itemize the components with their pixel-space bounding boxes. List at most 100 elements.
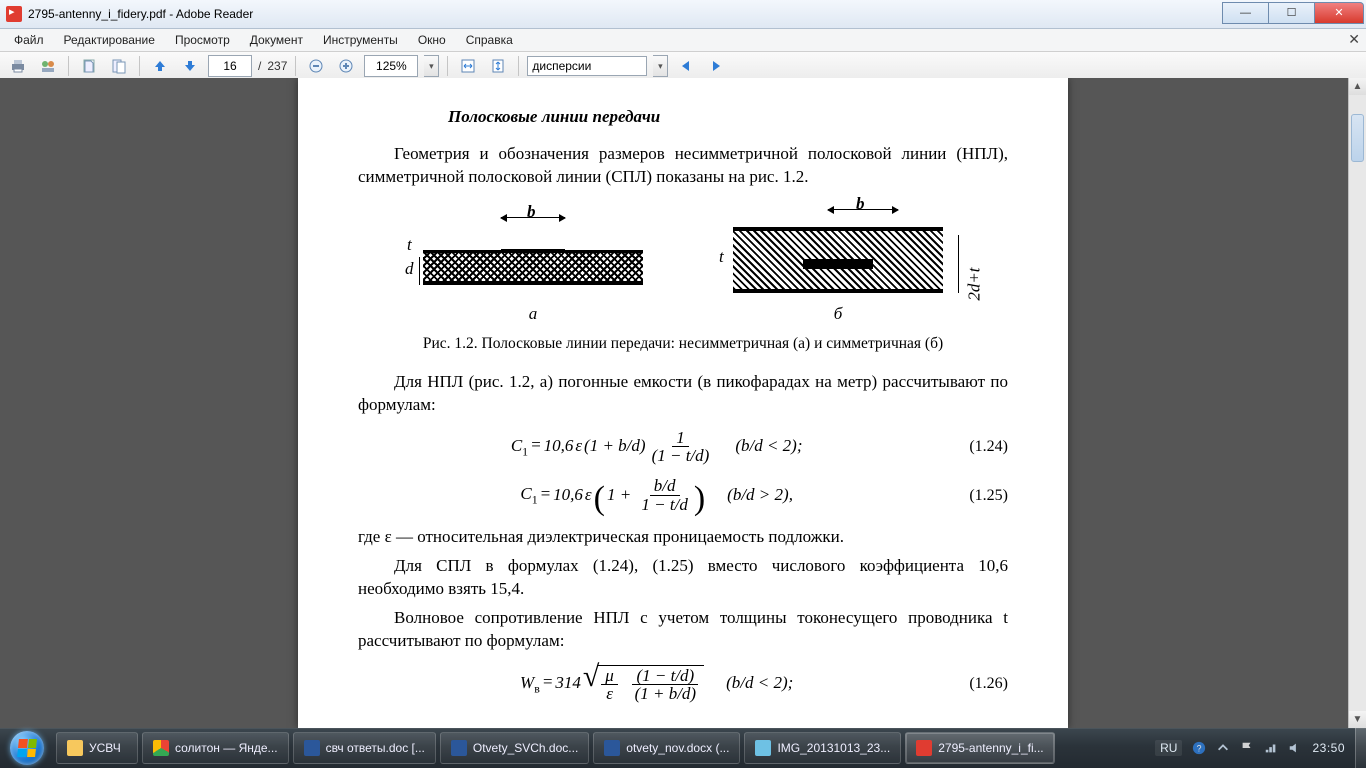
- language-indicator[interactable]: RU: [1155, 740, 1182, 756]
- pdf-icon: [916, 740, 932, 756]
- taskbar-item-folder[interactable]: УСВЧ: [56, 732, 138, 764]
- taskbar-item-label: УСВЧ: [89, 741, 121, 755]
- taskbar-item-browser[interactable]: солитон — Янде...: [142, 732, 289, 764]
- page-number-input[interactable]: [208, 55, 252, 77]
- maximize-icon: ☐: [1287, 6, 1297, 19]
- svg-text:?: ?: [1197, 744, 1202, 754]
- network-icon[interactable]: [1264, 741, 1278, 755]
- find-next-button[interactable]: [704, 54, 728, 78]
- prev-page-icon: [111, 58, 127, 74]
- equation-number: (1.24): [969, 436, 1008, 458]
- separator: [518, 56, 519, 76]
- window-controls: — ☐ ✕: [1222, 2, 1364, 24]
- figure-b: b t 2d+t б: [733, 213, 943, 326]
- close-button[interactable]: ✕: [1315, 2, 1364, 24]
- help-icon[interactable]: ?: [1192, 741, 1206, 755]
- menu-edit[interactable]: Редактирование: [54, 31, 165, 49]
- collab-button[interactable]: [36, 54, 60, 78]
- minimize-icon: —: [1240, 7, 1251, 19]
- maximize-button[interactable]: ☐: [1269, 2, 1315, 24]
- separator: [139, 56, 140, 76]
- figure-a: b t d а: [423, 213, 643, 326]
- tools-icon: [40, 58, 56, 74]
- separator: [68, 56, 69, 76]
- close-icon: ✕: [1334, 6, 1343, 19]
- fit-width-button[interactable]: [456, 54, 480, 78]
- taskbar-item-label: 2795-antenny_i_fi...: [938, 741, 1043, 755]
- menu-window[interactable]: Окно: [408, 31, 456, 49]
- fit-page-button[interactable]: [486, 54, 510, 78]
- separator: [447, 56, 448, 76]
- page-of-label: /: [258, 59, 261, 73]
- menu-help[interactable]: Справка: [456, 31, 523, 49]
- menu-file[interactable]: Файл: [4, 31, 54, 49]
- taskbar: УСВЧ солитон — Янде... свч ответы.doc [.…: [0, 728, 1366, 768]
- word-icon: [604, 740, 620, 756]
- taskbar-item-label: IMG_20131013_23...: [777, 741, 890, 755]
- zoom-in-button[interactable]: [334, 54, 358, 78]
- figure-label-a: а: [529, 303, 538, 326]
- minimize-button[interactable]: —: [1222, 2, 1269, 24]
- start-button[interactable]: [0, 728, 54, 768]
- app-icon: [6, 6, 22, 22]
- taskbar-item-label: солитон — Янде...: [175, 741, 278, 755]
- menu-tools[interactable]: Инструменты: [313, 31, 408, 49]
- dim-t-label: t: [719, 246, 724, 269]
- flag-icon[interactable]: [1240, 741, 1254, 755]
- equation-row: C1 = 10,6ε ( 1 + b/d1 − t/d ) (b/d > 2),…: [358, 477, 1008, 514]
- menu-document[interactable]: Документ: [240, 31, 313, 49]
- taskbar-item-word[interactable]: otvety_nov.docx (...: [593, 732, 740, 764]
- scroll-thumb[interactable]: [1351, 114, 1364, 162]
- close-doc-icon[interactable]: ✕: [1348, 31, 1360, 48]
- paragraph: Волновое сопротивление НПЛ с учетом толщ…: [358, 607, 1008, 653]
- print-icon: [10, 58, 26, 74]
- equation-number: (1.25): [969, 485, 1008, 507]
- page-up-icon: [152, 58, 168, 74]
- menu-view[interactable]: Просмотр: [165, 31, 240, 49]
- menu-bar: Файл Редактирование Просмотр Документ Ин…: [0, 29, 1366, 52]
- figure-label-b: б: [834, 303, 843, 326]
- taskbar-item-word[interactable]: Otvety_SVCh.doc...: [440, 732, 589, 764]
- equation-126: Wв = 314 √ με (1 − t/d)(1 + b/d) (b/d < …: [520, 665, 807, 704]
- vertical-scrollbar[interactable]: ▲ ▼: [1348, 78, 1366, 728]
- taskbar-item-label: Otvety_SVCh.doc...: [473, 741, 578, 755]
- taskbar-item-pdf[interactable]: 2795-antenny_i_fi...: [905, 732, 1054, 764]
- scroll-up-button[interactable]: ▲: [1349, 78, 1366, 95]
- clock[interactable]: 23:50: [1312, 741, 1345, 755]
- start-orb-icon: [10, 731, 44, 765]
- prev-page-button[interactable]: [107, 54, 131, 78]
- find-input[interactable]: [527, 56, 647, 76]
- show-desktop-button[interactable]: [1355, 728, 1366, 768]
- first-page-button[interactable]: [77, 54, 101, 78]
- chevron-up-icon[interactable]: [1216, 741, 1230, 755]
- zoom-out-button[interactable]: [304, 54, 328, 78]
- fit-page-icon: [490, 58, 506, 74]
- paragraph: Геометрия и обозначения размеров несимме…: [358, 143, 1008, 189]
- page-down-button[interactable]: [178, 54, 202, 78]
- window-title: 2795-antenny_i_fidery.pdf - Adobe Reader: [28, 7, 253, 21]
- taskbar-item-word[interactable]: свч ответы.doc [...: [293, 732, 436, 764]
- equation-124: C1 = 10,6ε (1 + b/d) 1(1 − t/d) (b/d < 2…: [511, 429, 817, 466]
- find-dropdown[interactable]: ▾: [653, 55, 668, 77]
- dim-t-label: t: [407, 234, 412, 257]
- zoom-dropdown[interactable]: ▾: [424, 55, 439, 77]
- scroll-down-button[interactable]: ▼: [1349, 711, 1366, 728]
- find-prev-button[interactable]: [674, 54, 698, 78]
- document-viewport: Полосковые линии передачи Геометрия и об…: [0, 78, 1366, 728]
- print-button[interactable]: [6, 54, 30, 78]
- page-total: 237: [267, 59, 287, 73]
- taskbar-item-label: свч ответы.doc [...: [326, 741, 425, 755]
- find-next-icon: [708, 58, 724, 74]
- word-icon: [304, 740, 320, 756]
- image-icon: [755, 740, 771, 756]
- taskbar-item-image[interactable]: IMG_20131013_23...: [744, 732, 901, 764]
- chrome-icon: [153, 740, 169, 756]
- title-bar: 2795-antenny_i_fidery.pdf - Adobe Reader…: [0, 0, 1366, 29]
- zoom-input[interactable]: [364, 55, 418, 77]
- pdf-page: Полосковые линии передачи Геометрия и об…: [298, 78, 1068, 728]
- equation-number: (1.26): [969, 673, 1008, 695]
- zoom-out-icon: [308, 58, 324, 74]
- page-up-button[interactable]: [148, 54, 172, 78]
- toolbar: / 237 ▾ ▾: [0, 52, 1366, 81]
- volume-icon[interactable]: [1288, 741, 1302, 755]
